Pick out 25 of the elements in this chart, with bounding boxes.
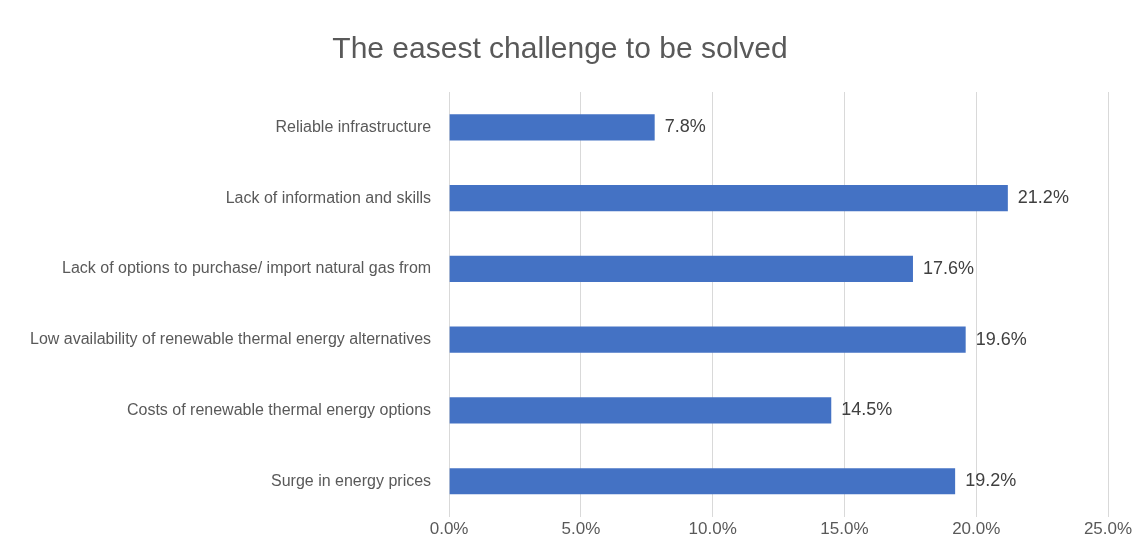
bar [449,114,655,141]
y-tick-label: Low availability of renewable thermal energy alternatives [29,330,432,348]
data-label: 21.2% [1017,187,1069,208]
data-label: 19.6% [975,328,1027,349]
x-tick-label: 0.0% [429,519,469,539]
y-tick-label: Lack of options to purchase/ import natural gas from [62,259,432,277]
data-label: 19.2% [965,470,1017,491]
x-tick-label: 5.0% [561,519,601,539]
data-label: 7.8% [664,116,706,137]
chart-title: The easest challenge to be solved [332,31,788,65]
bar [449,255,913,283]
y-tick-label: Reliable infrastructure [275,117,432,135]
x-tick-label: 15.0% [820,519,869,539]
bar [449,397,832,424]
data-label: 14.5% [841,399,893,420]
y-tick-label: Lack of information and skills [225,188,432,206]
bar [449,468,956,495]
bar [449,326,966,353]
y-tick-label: Costs of renewable thermal energy options [126,400,432,418]
y-tick-label: Surge in energy prices [271,471,432,489]
x-tick-label: 10.0% [688,519,737,539]
data-label: 17.6% [922,257,975,278]
x-tick-label: 25.0% [1083,519,1133,539]
x-tick-label: 20.0% [952,519,1001,539]
bar [449,185,1008,212]
